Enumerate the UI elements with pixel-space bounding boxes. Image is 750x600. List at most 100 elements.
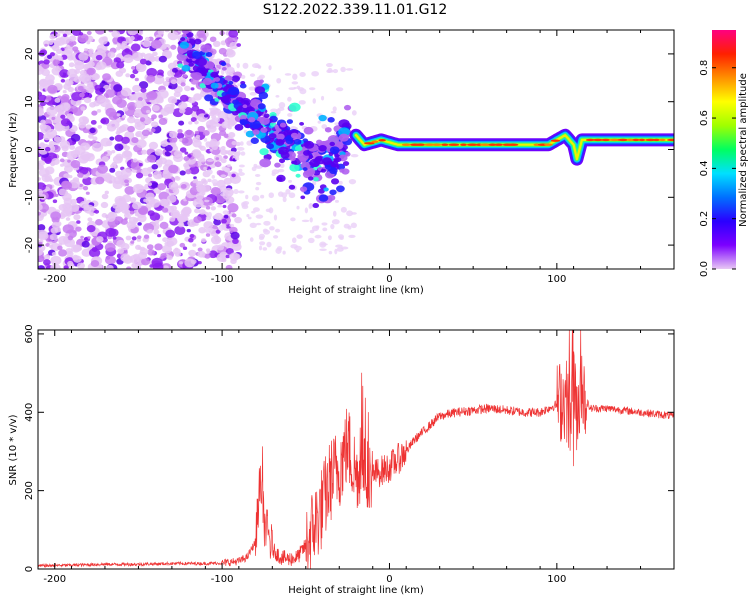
noise-blob xyxy=(190,117,197,123)
snr-frame xyxy=(37,329,675,570)
noise-blob xyxy=(125,235,132,241)
noise-blob xyxy=(98,36,109,45)
dispersed-tone-blob xyxy=(222,80,228,84)
dispersed-tone-blob xyxy=(239,118,248,126)
snr-x-tick-label: 100 xyxy=(547,574,566,585)
faint-blob xyxy=(229,223,235,228)
noise-blob xyxy=(200,238,207,243)
noise-blob xyxy=(132,84,141,93)
noise-blob xyxy=(39,101,46,107)
dispersed-tone-blob xyxy=(322,157,333,165)
noise-blob xyxy=(160,44,167,49)
faint-blob xyxy=(327,235,332,241)
noise-blob xyxy=(67,235,74,241)
noise-blob xyxy=(174,175,180,180)
spectrogram-x-axis-label: Height of straight line (km) xyxy=(288,285,424,296)
noise-blob xyxy=(82,186,89,191)
faint-blob xyxy=(321,222,328,226)
noise-blob xyxy=(100,201,109,209)
faint-blob xyxy=(237,172,245,176)
noise-blob xyxy=(129,73,136,79)
noise-blob xyxy=(78,52,89,61)
noise-blob xyxy=(65,217,71,221)
noise-blob xyxy=(73,214,81,221)
faint-blob xyxy=(251,166,257,172)
faint-blob xyxy=(312,98,316,104)
faint-blob xyxy=(268,207,274,214)
noise-blob xyxy=(132,52,144,62)
noise-blob xyxy=(207,178,212,183)
noise-blob xyxy=(64,46,75,54)
faint-blob xyxy=(309,217,313,223)
noise-blob xyxy=(140,41,145,45)
noise-blob xyxy=(159,221,169,230)
noise-blob xyxy=(78,207,83,211)
dispersed-tone-blob xyxy=(250,137,259,144)
faint-blob xyxy=(309,87,316,91)
dispersed-tone-blob xyxy=(295,173,301,178)
noise-blob xyxy=(86,67,96,76)
noise-blob xyxy=(55,65,60,69)
noise-blob xyxy=(107,51,116,58)
main-tone-core xyxy=(652,138,660,142)
noise-blob xyxy=(124,179,129,184)
noise-blob xyxy=(116,99,127,108)
noise-blob xyxy=(151,114,157,120)
faint-blob xyxy=(350,222,357,229)
noise-blob xyxy=(136,139,147,149)
noise-blob xyxy=(45,157,52,163)
faint-blob xyxy=(320,95,325,101)
faint-blob xyxy=(319,248,327,252)
noise-blob xyxy=(93,100,101,107)
noise-blob xyxy=(88,134,94,139)
noise-blob xyxy=(95,176,105,185)
noise-blob xyxy=(188,121,193,125)
faint-blob xyxy=(345,68,354,71)
faint-blob xyxy=(346,210,354,217)
noise-blob xyxy=(130,240,135,244)
chart-title: S122.2022.339.11.01.G12 xyxy=(263,2,448,18)
faint-blob xyxy=(204,199,210,203)
snr-x-tick-label: 0 xyxy=(386,574,392,585)
noise-blob xyxy=(92,242,97,246)
dispersed-tone-blob xyxy=(280,151,290,159)
colorbar-tick-label: 0.0 xyxy=(699,261,710,277)
main-tone-core xyxy=(378,139,386,142)
noise-blob xyxy=(229,41,239,50)
noise-blob xyxy=(152,105,160,112)
noise-blob xyxy=(197,247,203,252)
noise-blob xyxy=(177,30,184,33)
noise-blob xyxy=(141,129,150,137)
faint-blob xyxy=(350,153,359,158)
faint-blob xyxy=(260,194,265,199)
noise-blob xyxy=(50,227,59,234)
noise-blob xyxy=(67,159,71,163)
faint-blob xyxy=(338,180,343,185)
noise-blob xyxy=(62,224,74,234)
faint-blob xyxy=(312,181,317,186)
dispersed-tone-blob xyxy=(342,161,350,166)
noise-blob xyxy=(226,119,236,127)
dispersed-tone-blob xyxy=(180,37,186,42)
noise-blob xyxy=(181,136,193,146)
faint-blob xyxy=(203,137,208,142)
noise-blob xyxy=(38,231,49,241)
dispersed-tone-blob xyxy=(288,184,296,190)
noise-blob xyxy=(131,236,137,241)
noise-blob xyxy=(60,78,66,83)
main-tone-core xyxy=(667,138,674,142)
faint-blob xyxy=(288,87,296,90)
dispersed-tone-blob xyxy=(245,130,255,138)
noise-blob xyxy=(178,120,185,126)
faint-blob xyxy=(238,164,245,168)
noise-blob xyxy=(225,247,234,255)
faint-blob xyxy=(273,214,278,221)
dispersed-tone-blob xyxy=(330,161,339,168)
noise-blob xyxy=(145,98,150,103)
main-tone-core xyxy=(494,143,503,146)
dispersed-tone-blob xyxy=(313,176,319,182)
noise-blob xyxy=(38,224,46,231)
colorbar-ticks: 0.0 0.2 0.4 0.6 0.8 xyxy=(699,60,736,277)
main-tone-core xyxy=(371,140,379,143)
noise-blob xyxy=(132,158,138,163)
